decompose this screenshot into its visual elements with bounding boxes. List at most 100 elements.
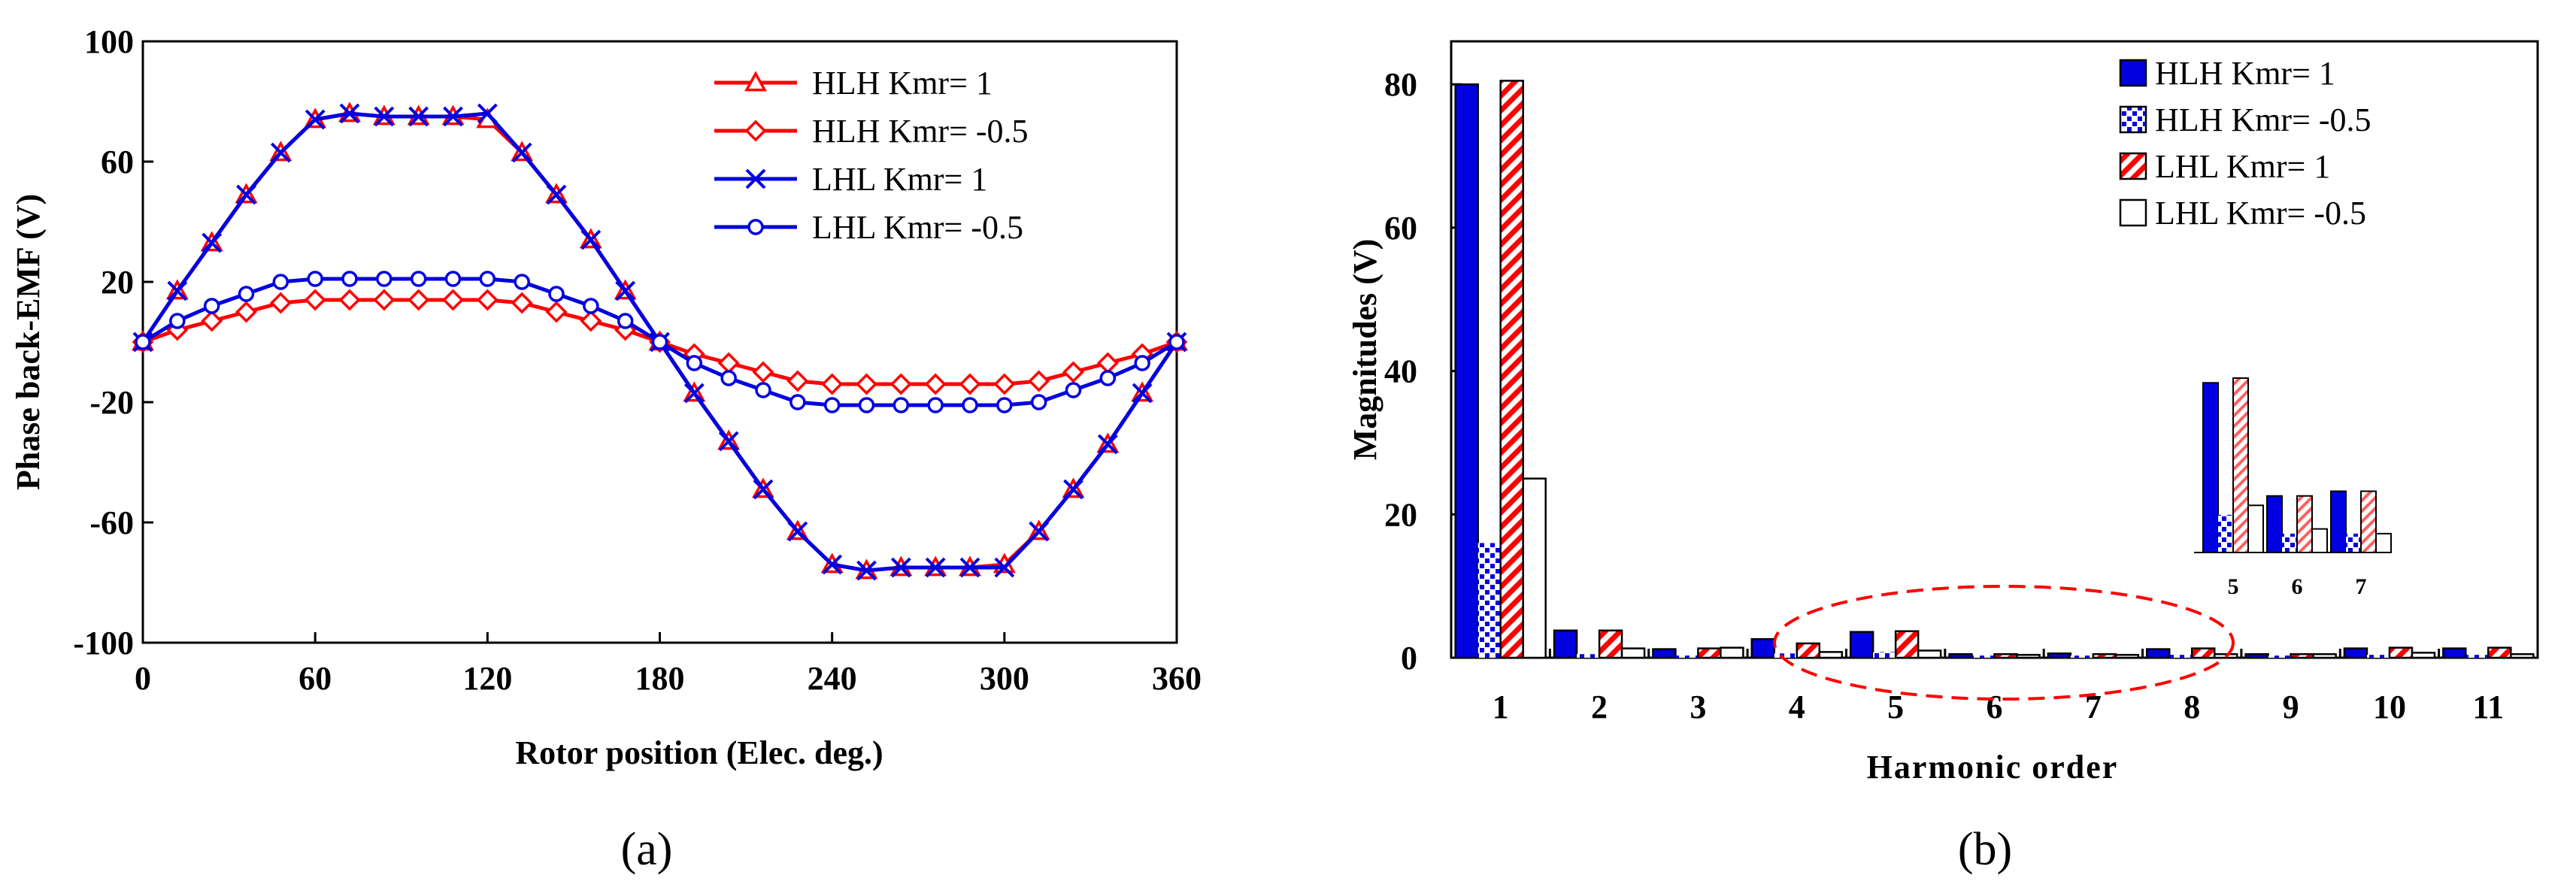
- bar-chart-harmonics: 0 20 40 60 80 1 2 3 4 5 6 7 8 9 10 11 5 6 7 Harmonic ord…: [1347, 40, 2539, 875]
- y-tick-label-b: 80: [1384, 66, 1417, 103]
- line-chart-phase-back-emf: -100 -60 -20 20 60 100 0 60 120 180 240 300 360 Rot…: [10, 23, 1202, 875]
- data-point: [514, 274, 530, 290]
- bar-h1-lhl-kmr-0-5: [1522, 477, 1547, 659]
- data-point: [545, 301, 568, 323]
- data-point: [786, 370, 809, 392]
- bar-h2-hlh-kmr-1: [1553, 629, 1578, 659]
- data-point: [236, 184, 256, 205]
- inset-tick-label: 5: [2228, 574, 2239, 599]
- y-tick-label-a: -100: [73, 625, 134, 661]
- data-point: [994, 557, 1015, 578]
- bar-h9-hlh-kmr-0-5: [2268, 655, 2291, 658]
- data-point: [477, 103, 498, 124]
- bar-h3-lhl-kmr-0-5: [1720, 646, 1744, 659]
- x-tick-label-a: 360: [1152, 660, 1202, 697]
- data-point: [1132, 383, 1153, 404]
- y-tick-label-a: -20: [89, 384, 134, 421]
- x-axis-label-b: Harmonic order: [1867, 749, 2119, 786]
- bar-h7-lhl-kmr-1: [2092, 652, 2117, 659]
- highlight-ellipse: [1773, 585, 2235, 701]
- legend-marker: [744, 71, 767, 92]
- inset-tick-label: 6: [2292, 574, 2303, 599]
- data-point: [1063, 479, 1083, 500]
- data-point: [686, 355, 703, 371]
- bar-h9-hlh-kmr-1: [2244, 652, 2269, 659]
- data-point: [376, 271, 392, 287]
- data-point: [959, 557, 980, 578]
- data-point: [338, 289, 361, 311]
- bar-h4-hlh-kmr-1: [1750, 637, 1776, 659]
- bar-h5-hlh-kmr-1: [1849, 631, 1874, 659]
- data-point: [962, 397, 978, 413]
- x-tick-label-b: 5: [1887, 689, 1904, 725]
- inset-tick-label: 7: [2356, 574, 2367, 599]
- x-tick-label-b: 3: [1690, 689, 1706, 725]
- data-point: [408, 289, 430, 311]
- x-tick-label-b: 10: [2373, 689, 2406, 725]
- y-axis-label-b: Magnitudes (V): [1347, 239, 1383, 461]
- inset-bar-h6: [2311, 528, 2328, 553]
- data-point: [927, 397, 944, 413]
- y-tick-label-a: 60: [101, 144, 134, 180]
- legend-a: HLH Kmr= 1 HLH Kmr= -0.5 LHL Kmr= 1 LHL Kmr…: [714, 65, 1029, 246]
- data-point: [444, 271, 462, 287]
- legend-label: LHL Kmr= -0.5: [812, 209, 1023, 246]
- data-point: [996, 397, 1013, 413]
- data-point: [410, 271, 427, 287]
- x-tick-label-b: 9: [2283, 689, 2299, 725]
- data-point: [718, 431, 739, 452]
- bar-h7-lhl-kmr-0-5: [2114, 653, 2140, 659]
- data-point: [135, 334, 151, 350]
- x-tick-label-b: 6: [1987, 689, 2003, 725]
- legend-marker: [744, 120, 767, 142]
- inset-bar-h6: [2282, 533, 2297, 552]
- bar-h10-lhl-kmr-1: [2388, 646, 2414, 659]
- data-point: [822, 554, 843, 575]
- data-point: [304, 289, 326, 311]
- x-tick-label-a: 60: [299, 660, 332, 697]
- legend-b: HLH Kmr= 1 HLH Kmr= -0.5 LHL Kmr= 1 LHL Kmr…: [2119, 55, 2371, 232]
- legend-label: LHL Kmr= 1: [812, 161, 987, 198]
- bar-h2-lhl-kmr-0-5: [1620, 647, 1646, 659]
- data-point: [511, 292, 533, 314]
- x-tick-label-b: 1: [1493, 689, 1509, 725]
- bar-h4-lhl-kmr-0-5: [1818, 651, 1844, 659]
- x-tick-label-a: 180: [635, 660, 685, 697]
- legend-label: LHL Kmr= -0.5: [2155, 195, 2366, 232]
- data-point: [235, 301, 257, 323]
- inset-bar-h6: [2296, 495, 2313, 554]
- data-point: [858, 397, 875, 413]
- data-point: [717, 352, 740, 374]
- panel-label-a: (a): [621, 824, 673, 875]
- data-point: [1062, 361, 1084, 383]
- data-point: [925, 557, 946, 578]
- data-point: [201, 310, 223, 332]
- inset-bar-h7: [2330, 490, 2347, 554]
- data-point: [167, 280, 188, 301]
- legend-label: HLH Kmr= 1: [812, 65, 993, 101]
- x-tick-label-b: 11: [2473, 689, 2505, 725]
- bar-h10-hlh-kmr-1: [2343, 647, 2368, 659]
- bar-h8-hlh-kmr-0-5: [2169, 655, 2193, 658]
- inset-bar-h7: [2360, 490, 2377, 554]
- data-point: [924, 373, 947, 395]
- legend-label: HLH Kmr= -0.5: [2155, 101, 2371, 138]
- x-tick-label-a: 0: [135, 660, 151, 697]
- bar-h5-lhl-kmr-0-5: [1917, 649, 1942, 659]
- data-point: [169, 313, 186, 329]
- data-point: [789, 394, 806, 410]
- data-point: [269, 292, 292, 314]
- data-point: [305, 109, 326, 130]
- bar-h10-lhl-kmr-0-5: [2411, 652, 2436, 659]
- data-point: [476, 289, 499, 311]
- bar-h6-lhl-kmr-0-5: [2016, 653, 2041, 659]
- bar-h1-hlh-kmr-1: [1454, 83, 1479, 659]
- bar-h11-lhl-kmr-0-5: [2510, 652, 2535, 659]
- data-point: [374, 106, 395, 127]
- data-point: [341, 271, 358, 287]
- data-point: [890, 557, 911, 578]
- data-point: [307, 271, 323, 287]
- y-axis-label-a: Phase back-EMF (V): [10, 194, 47, 490]
- data-point: [272, 274, 289, 290]
